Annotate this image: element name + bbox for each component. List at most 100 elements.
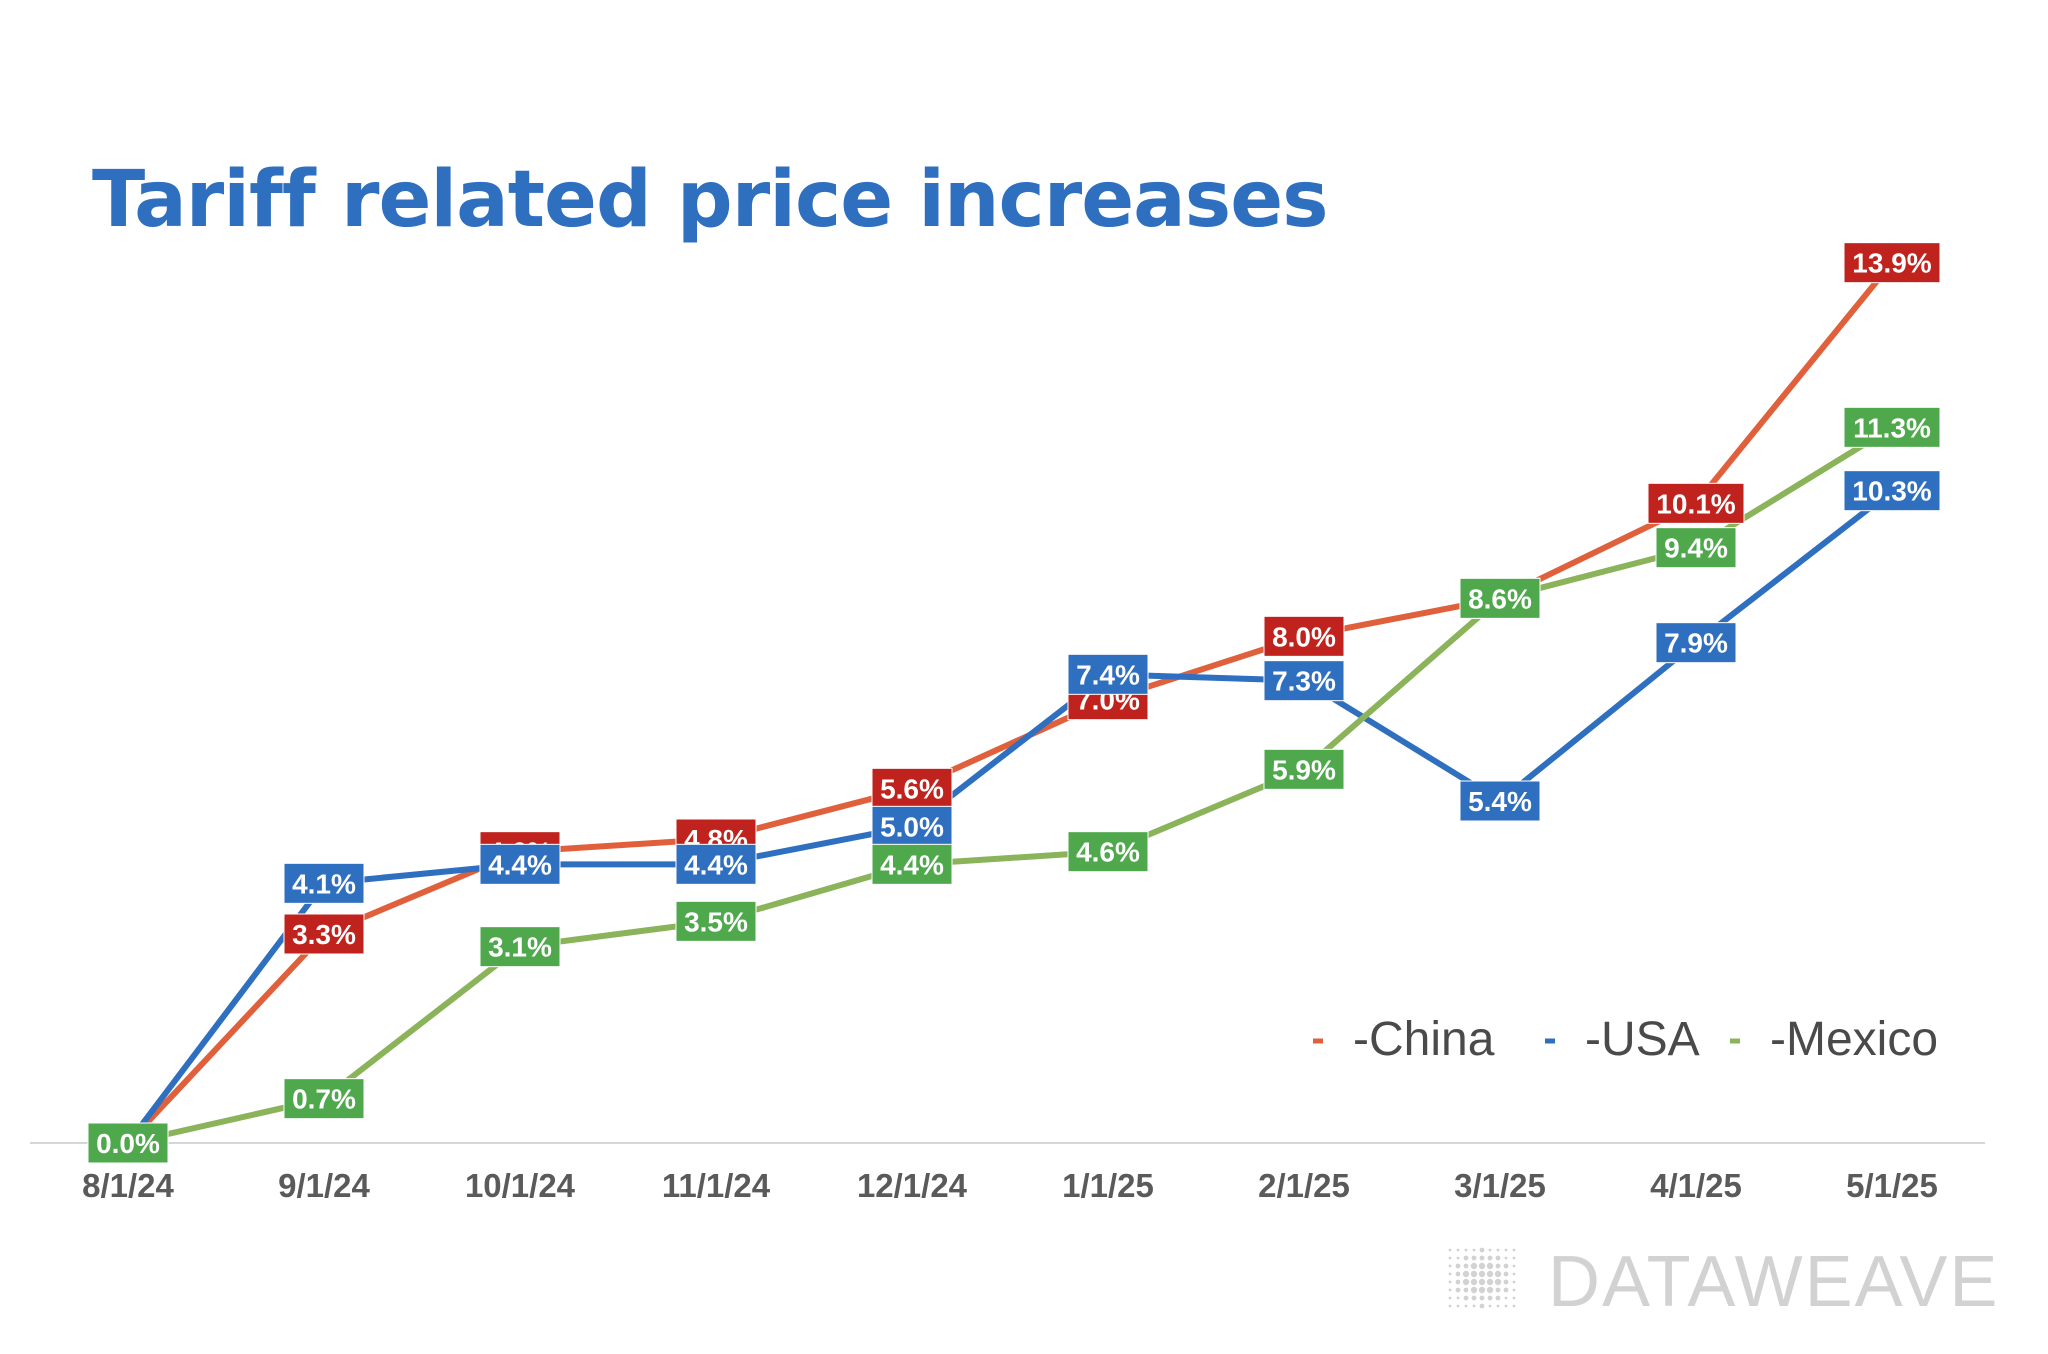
logo-dot — [1494, 1270, 1502, 1278]
logo-dot-grid-icon — [1448, 1247, 1516, 1309]
data-label-china: 10.1% — [1647, 482, 1745, 524]
logo-dot — [1463, 1263, 1469, 1269]
logo-dot — [1512, 1248, 1516, 1252]
x-tick-label: 3/1/25 — [1454, 1167, 1546, 1204]
x-tick-label: 4/1/25 — [1650, 1167, 1742, 1204]
data-label-text: 3.3% — [292, 919, 356, 950]
data-label-usa: 5.4% — [1459, 780, 1541, 822]
logo-dot — [1512, 1272, 1516, 1276]
logo-dot — [1495, 1287, 1501, 1293]
logo-dot — [1464, 1304, 1468, 1308]
legend-label: -China — [1353, 1013, 1495, 1066]
logo-dot — [1487, 1255, 1493, 1261]
data-label-text: 5.9% — [1272, 754, 1336, 785]
data-label-text: 5.0% — [880, 811, 944, 842]
logo-dot — [1486, 1262, 1494, 1270]
logo-dot — [1486, 1286, 1494, 1294]
data-label-box — [1655, 527, 1737, 569]
data-label-box — [479, 926, 561, 968]
data-label-box — [1843, 406, 1941, 448]
logo-dot — [1448, 1248, 1452, 1252]
data-label-text: 7.4% — [1076, 659, 1140, 690]
data-label-mexico: 4.6% — [1067, 831, 1149, 873]
dataweave-logo: DATAWEAVE — [1448, 1242, 1999, 1322]
logo-dot — [1472, 1248, 1476, 1252]
data-label-usa: 5.0% — [871, 805, 953, 847]
data-label-box — [283, 1078, 365, 1120]
logo-dot — [1486, 1278, 1494, 1286]
logo-dot — [1462, 1278, 1470, 1286]
logo-dot — [1470, 1278, 1478, 1286]
data-label-box — [479, 843, 561, 885]
logo-dot — [1512, 1304, 1516, 1308]
logo-dot — [1512, 1288, 1516, 1292]
logo-dot — [1472, 1304, 1476, 1308]
x-tick-label: 10/1/24 — [465, 1167, 576, 1204]
logo-dot — [1486, 1270, 1494, 1278]
data-label-text: 10.1% — [1656, 488, 1735, 519]
logo-dot — [1462, 1270, 1470, 1278]
data-label-box — [87, 1122, 169, 1164]
logo-dot — [1495, 1255, 1501, 1261]
data-label-text: 3.1% — [488, 932, 552, 963]
data-label-text: 4.6% — [1076, 837, 1140, 868]
logo-dot — [1456, 1296, 1460, 1300]
logo-dot — [1503, 1279, 1509, 1285]
data-label-text: 0.7% — [292, 1084, 356, 1115]
data-label-box — [1263, 660, 1345, 702]
data-label-mexico: 0.7% — [283, 1078, 365, 1120]
data-label-box — [1655, 622, 1737, 664]
data-label-text: 4.4% — [684, 849, 748, 880]
legend-item-usa: -USA — [1545, 1013, 1700, 1066]
data-label-text: 13.9% — [1852, 248, 1931, 279]
logo-dot — [1488, 1304, 1492, 1308]
data-label-usa: 4.1% — [283, 862, 365, 904]
logo-dot — [1455, 1263, 1461, 1269]
data-label-usa: 7.9% — [1655, 622, 1737, 664]
logo-dot — [1479, 1247, 1485, 1253]
logo-dot — [1455, 1271, 1461, 1277]
data-label-china: 8.0% — [1263, 615, 1345, 657]
data-label-china: 5.6% — [871, 767, 953, 809]
series-line-usa — [125, 487, 1895, 1146]
logo-dot — [1464, 1248, 1468, 1252]
x-tick-label: 8/1/24 — [82, 1167, 174, 1204]
logo-dot — [1503, 1263, 1509, 1269]
data-label-text: 9.4% — [1664, 533, 1728, 564]
data-label-text: 4.4% — [488, 849, 552, 880]
data-label-china: 13.9% — [1843, 242, 1941, 284]
logo-dot — [1512, 1264, 1516, 1268]
data-label-text: 5.6% — [880, 773, 944, 804]
logo-dot — [1478, 1262, 1486, 1270]
data-label-text: 7.3% — [1272, 666, 1336, 697]
logo-dot — [1456, 1256, 1460, 1260]
data-label-text: 7.9% — [1664, 628, 1728, 659]
logo-dot — [1512, 1280, 1516, 1284]
legend-item-china: -China — [1313, 1013, 1495, 1066]
data-label-text: 4.1% — [292, 868, 356, 899]
data-label-box — [871, 843, 953, 885]
logo-dot — [1494, 1278, 1502, 1286]
logo-text: DATAWEAVE — [1548, 1242, 1999, 1322]
data-label-text: 5.4% — [1468, 786, 1532, 817]
logo-dot — [1448, 1296, 1452, 1300]
data-label-usa: 7.3% — [1263, 660, 1345, 702]
legend-label: -Mexico — [1770, 1013, 1938, 1066]
logo-dot — [1463, 1295, 1469, 1301]
logo-dot — [1495, 1295, 1501, 1301]
logo-dot — [1448, 1264, 1452, 1268]
chart-title: Tariff related price increases — [92, 155, 1328, 245]
logo-dot — [1470, 1270, 1478, 1278]
legend-label: -USA — [1585, 1013, 1700, 1066]
data-label-text: 3.5% — [684, 906, 748, 937]
logo-dot — [1488, 1248, 1492, 1252]
data-label-text: 0.0% — [96, 1128, 160, 1159]
data-label-box — [1459, 780, 1541, 822]
data-label-box — [675, 900, 757, 942]
data-label-text: 4.4% — [880, 849, 944, 880]
logo-dot — [1470, 1262, 1478, 1270]
logo-dot — [1504, 1304, 1508, 1308]
legend: -China -USA -Mexico — [1313, 1013, 1938, 1066]
